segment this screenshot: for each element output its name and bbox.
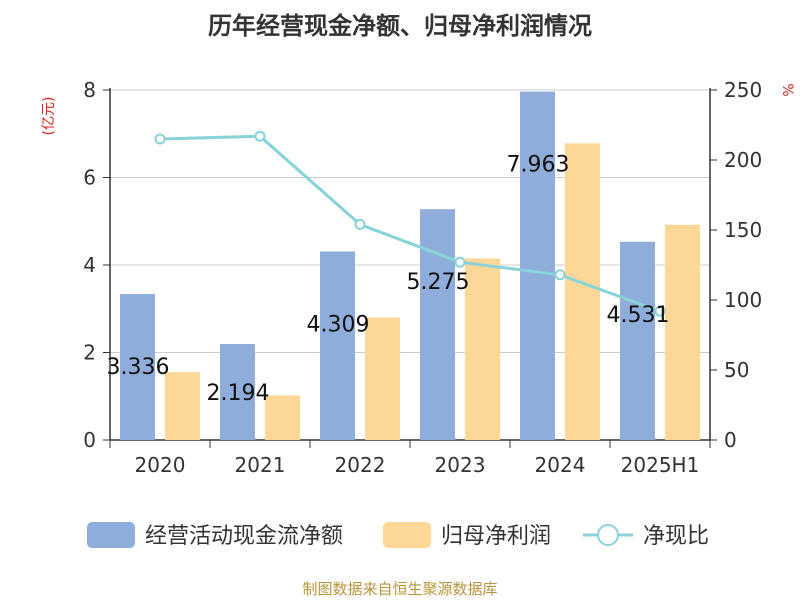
y-right-axis-label: % [779, 83, 795, 96]
bar-data-label: 4.309 [307, 312, 370, 337]
line-point [554, 269, 566, 281]
line-point [154, 133, 166, 145]
bar-data-label: 5.275 [407, 270, 470, 295]
bar-data-label: 2.194 [207, 381, 270, 406]
y-right-tick-label: 0 [724, 428, 737, 452]
bar-net-profit [565, 143, 600, 440]
bar-cashflow [220, 344, 255, 440]
bar-cashflow [120, 294, 155, 440]
line-point [454, 256, 466, 268]
legend-label-ratio: 净现比 [643, 524, 709, 549]
legend-label-cashflow: 经营活动现金流净额 [145, 524, 343, 549]
x-tick-label: 2020 [135, 453, 186, 477]
bar-cashflow [520, 91, 555, 441]
bar-cashflow [420, 209, 455, 440]
legend-swatch-cashflow [87, 522, 135, 548]
x-tick-label: 2024 [535, 453, 586, 477]
y-right-tick-label: 200 [724, 148, 762, 172]
bar-net-profit [265, 395, 300, 440]
legend-swatch-net-profit [383, 522, 431, 548]
bar-data-label: 7.963 [507, 153, 570, 178]
bar-net-profit [665, 224, 700, 440]
y-right-tick-label: 50 [724, 358, 749, 382]
y-right-tick-label: 150 [724, 218, 762, 242]
legend-label-net-profit: 归母净利润 [441, 524, 551, 549]
bar-data-label: 4.531 [607, 303, 670, 328]
chart-title: 历年经营现金净额、归母净利润情况 [208, 12, 592, 40]
bar-data-label: 3.336 [107, 355, 170, 380]
x-tick-label: 2022 [335, 453, 386, 477]
y-left-tick-label: 0 [83, 428, 96, 452]
line-net-cash-ratio [159, 134, 661, 313]
x-tick-label: 2021 [235, 453, 286, 477]
y-right-tick-label: 250 [724, 78, 762, 102]
bar-cashflow [620, 241, 655, 440]
y-right-tick-label: 100 [724, 288, 762, 312]
y-left-tick-label: 4 [83, 253, 96, 277]
line-point [654, 305, 666, 317]
y-left-axis-label: (亿元) [41, 97, 57, 136]
x-tick-label: 2023 [435, 453, 486, 477]
bar-cashflow [320, 251, 355, 440]
data-source-note: 制图数据来自恒生聚源数据库 [302, 580, 498, 598]
y-left-tick-label: 2 [83, 341, 96, 365]
y-left-tick-label: 8 [83, 78, 96, 102]
bar-net-profit [165, 372, 200, 440]
bar-net-profit [365, 317, 400, 440]
line-point [354, 218, 366, 230]
y-left-tick-label: 6 [83, 166, 96, 190]
legend-swatch-ratio-marker [597, 524, 619, 546]
bar-net-profit [465, 258, 500, 440]
line-point [254, 130, 266, 142]
x-tick-label: 2025H1 [621, 453, 700, 477]
